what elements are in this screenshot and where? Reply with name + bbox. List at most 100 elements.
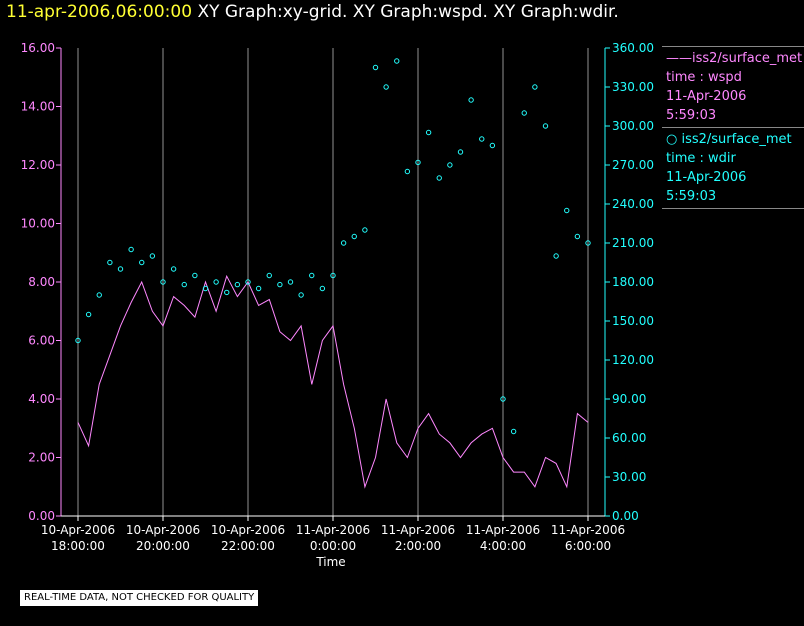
title-graph-list: XY Graph:xy-grid. XY Graph:wspd. XY Grap… — [197, 2, 619, 22]
wdir-point-8 — [160, 279, 166, 285]
y-left-tick-label-5: 10.00 — [21, 217, 55, 231]
y-left-tick-label-2: 4.00 — [28, 392, 55, 406]
wdir-point-11 — [192, 272, 198, 279]
wdir-point-21 — [298, 292, 304, 298]
legend-wdir-source: ○ iss2/surface_met — [666, 132, 792, 147]
wdir-point-36 — [457, 149, 464, 155]
wdir-point-2 — [96, 292, 102, 298]
x-tick-label-time-6: 6:00:00 — [565, 539, 611, 553]
wdir-point-47 — [574, 233, 581, 240]
wdir-point-13 — [213, 279, 219, 285]
x-axis-label: Time — [315, 555, 345, 569]
wdir-point-15 — [234, 281, 241, 288]
y-right-tick-label-4: 120.00 — [612, 353, 654, 367]
wdir-point-33 — [425, 129, 432, 136]
wdir-point-32 — [415, 159, 421, 166]
wdir-point-9 — [170, 266, 177, 272]
y-right-tick-label-1: 30.00 — [612, 470, 646, 484]
wdir-point-43 — [532, 84, 538, 90]
legend-wdir-field: time : wdir — [666, 151, 736, 166]
wdir-point-20 — [287, 279, 294, 285]
wdir-point-31 — [404, 168, 411, 175]
quality-disclaimer: REAL-TIME DATA, NOT CHECKED FOR QUALITY — [20, 590, 259, 606]
wdir-point-46 — [564, 207, 570, 214]
wdir-point-6 — [139, 259, 145, 266]
grid-layer — [77, 48, 589, 516]
y-right-tick-label-8: 240.00 — [612, 197, 654, 211]
legend-wspd-field: time : wspd — [666, 70, 742, 85]
wdir-point-7 — [149, 253, 156, 259]
wdir-point-3 — [107, 259, 113, 266]
legend-wdir: ○ iss2/surface_met time : wdir 11-Apr-20… — [662, 127, 804, 209]
wdir-point-41 — [510, 428, 517, 435]
legend-wdir-date: 11-Apr-2006 — [666, 170, 747, 185]
wdir-point-37 — [468, 97, 474, 103]
wdir-point-42 — [521, 110, 527, 116]
y-left-tick-label-8: 16.00 — [21, 41, 55, 55]
legend-wspd-date: 11-Apr-2006 — [666, 89, 747, 104]
wdir-point-24 — [330, 272, 336, 279]
wdir-point-23 — [319, 285, 326, 292]
x-tick-label-time-4: 2:00:00 — [395, 539, 441, 553]
y-right-tick-label-7: 210.00 — [612, 236, 654, 250]
wdir-point-30 — [394, 58, 400, 64]
axes-layer: 10-Apr-2006 18:00:00 10-Apr-2006 20:00:00 10… — [21, 41, 654, 553]
wdir-point-38 — [479, 136, 485, 142]
y-right-tick-label-9: 270.00 — [612, 158, 654, 172]
x-tick-label-time-2: 22:00:00 — [221, 539, 275, 553]
wdir-point-44 — [542, 123, 549, 129]
wdir-point-34 — [436, 175, 442, 181]
y-right-tick-label-11: 330.00 — [612, 80, 654, 94]
y-right-tick-label-2: 60.00 — [612, 431, 646, 445]
x-tick-label-date-5: 11-Apr-2006 — [466, 523, 540, 537]
y-left-tick-label-7: 14.00 — [21, 100, 55, 114]
y-right-tick-label-10: 300.00 — [612, 119, 654, 133]
x-tick-label-time-5: 4:00:00 — [480, 539, 526, 553]
wdir-point-35 — [447, 162, 453, 168]
x-tick-label-date-3: 11-Apr-2006 — [296, 523, 370, 537]
y-right-tick-label-6: 180.00 — [612, 275, 654, 289]
x-tick-label-time-0: 18:00:00 — [51, 539, 105, 553]
y-left-tick-label-3: 6.00 — [28, 334, 55, 348]
legend-wspd-source: ——iss2/surface_met — [666, 51, 803, 66]
y-right-tick-label-5: 150.00 — [612, 314, 654, 328]
x-tick-label-date-6: 11-Apr-2006 — [551, 523, 625, 537]
wdir-point-5 — [128, 246, 134, 253]
x-tick-label-time-1: 20:00:00 — [136, 539, 190, 553]
legend: ——iss2/surface_met time : wspd 11-Apr-20… — [662, 46, 804, 209]
wdir-point-26 — [351, 233, 357, 240]
y-left-tick-label-1: 2.00 — [28, 451, 55, 465]
legend-wspd: ——iss2/surface_met time : wspd 11-Apr-20… — [662, 46, 804, 127]
wdir-point-17 — [255, 285, 262, 292]
wdir-point-10 — [181, 281, 187, 288]
x-tick-label-date-2: 10-Apr-2006 — [211, 523, 285, 537]
window-title: 11-apr-2006,06:00:00 XY Graph:xy-grid. X… — [6, 0, 619, 24]
wdir-point-16 — [245, 279, 251, 285]
wdir-point-4 — [117, 266, 124, 272]
wdir-point-28 — [372, 64, 379, 71]
wdir-point-48 — [585, 240, 591, 246]
wdir-point-25 — [340, 240, 347, 246]
wspd-line — [77, 274, 589, 489]
wdir-point-19 — [277, 281, 283, 288]
wdir-series — [75, 58, 591, 435]
wspd-series — [77, 274, 589, 489]
wdir-point-45 — [553, 253, 559, 259]
wdir-point-14 — [224, 289, 230, 296]
wdir-point-1 — [85, 311, 92, 318]
y-right-tick-label-3: 90.00 — [612, 392, 646, 406]
x-tick-label-time-3: 0:00:00 — [310, 539, 356, 553]
x-tick-label-date-0: 10-Apr-2006 — [41, 523, 115, 537]
x-tick-label-date-1: 10-Apr-2006 — [126, 523, 200, 537]
y-left-tick-label-0: 0.00 — [28, 509, 55, 523]
legend-wspd-time: 5:59:03 — [666, 108, 717, 123]
y-right-tick-label-0: 0.00 — [612, 509, 639, 523]
wdir-point-40 — [500, 396, 506, 402]
title-timestamp: 11-apr-2006,06:00:00 — [6, 2, 193, 22]
wdir-point-12 — [202, 285, 209, 292]
y-right-tick-label-12: 360.00 — [612, 41, 654, 55]
legend-wdir-time: 5:59:03 — [666, 189, 717, 204]
y-left-tick-label-6: 12.00 — [21, 158, 55, 172]
x-tick-label-date-4: 11-Apr-2006 — [381, 523, 455, 537]
